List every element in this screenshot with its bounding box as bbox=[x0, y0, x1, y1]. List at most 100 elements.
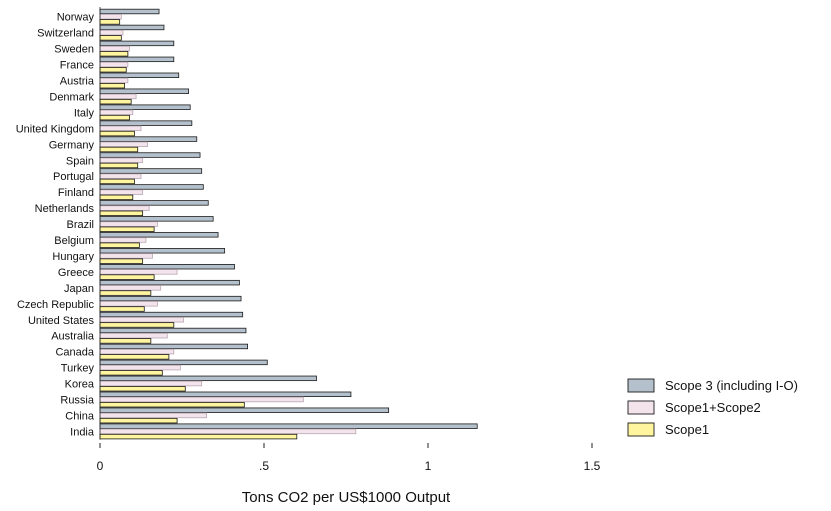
x-tick-label: .5 bbox=[259, 459, 269, 473]
bar-germany-series-1 bbox=[99, 136, 198, 142]
category-label: Austria bbox=[60, 76, 95, 88]
category-label: Hungary bbox=[52, 251, 94, 263]
bar-austria-series-3 bbox=[99, 83, 126, 89]
bar-united-states-series-1 bbox=[99, 311, 244, 318]
bar-canada-series-3 bbox=[99, 354, 170, 360]
category-label: China bbox=[65, 410, 95, 422]
bar-denmark-series-1 bbox=[99, 88, 189, 94]
bar-austria-series-2 bbox=[99, 77, 129, 84]
x-axis-ticks: 0 .5 1 1.5 bbox=[97, 443, 601, 473]
bar-china-series-2 bbox=[99, 412, 207, 419]
bar-sweden-series-2 bbox=[99, 45, 130, 52]
bar-spain-series-3 bbox=[99, 162, 139, 169]
bar-portugal-series-3 bbox=[99, 178, 135, 185]
category-label: Denmark bbox=[49, 91, 94, 103]
bar-netherlands-series-1 bbox=[99, 200, 209, 206]
bar-china-series-1 bbox=[99, 407, 390, 413]
legend-swatch bbox=[627, 400, 655, 415]
bar-germany-series-3 bbox=[99, 146, 139, 153]
category-label: India bbox=[70, 426, 95, 438]
bar-belgium-series-1 bbox=[99, 232, 219, 238]
bar-united-kingdom-series-2 bbox=[99, 125, 142, 132]
bar-brazil-series-3 bbox=[99, 226, 155, 232]
bar-netherlands-series-3 bbox=[99, 210, 144, 216]
category-label: Russia bbox=[60, 395, 95, 407]
bar-canada-series-2 bbox=[99, 348, 175, 355]
bar-turkey-series-3 bbox=[99, 370, 163, 376]
category-label: Finland bbox=[58, 187, 94, 199]
category-label: Brazil bbox=[66, 219, 94, 231]
bar-portugal-series-1 bbox=[99, 168, 203, 174]
bar-japan-series-2 bbox=[99, 285, 162, 291]
bar-india-series-3 bbox=[99, 433, 298, 440]
bar-turkey-series-2 bbox=[99, 364, 181, 371]
bar-brazil-series-2 bbox=[99, 221, 158, 227]
bar-united-kingdom-series-3 bbox=[99, 130, 135, 137]
category-label: Germany bbox=[49, 139, 95, 151]
legend-swatch bbox=[627, 422, 655, 437]
category-label: Australia bbox=[51, 331, 95, 343]
category-label: Greece bbox=[58, 267, 94, 279]
bar-austria-series-1 bbox=[99, 72, 180, 78]
bar-sweden-series-1 bbox=[99, 40, 175, 47]
category-label: France bbox=[60, 60, 94, 72]
category-label: Norway bbox=[57, 12, 95, 24]
category-label: Italy bbox=[74, 107, 95, 119]
bar-germany-series-2 bbox=[99, 141, 148, 147]
bar-hungary-series-3 bbox=[99, 258, 144, 264]
bar-spain-series-2 bbox=[99, 157, 144, 163]
bar-norway-series-1 bbox=[99, 8, 160, 15]
bar-india-series-1 bbox=[99, 423, 478, 429]
bar-australia-series-1 bbox=[99, 327, 247, 334]
bar-denmark-series-2 bbox=[99, 93, 137, 100]
bar-finland-series-2 bbox=[99, 189, 144, 195]
bar-japan-series-1 bbox=[99, 279, 240, 286]
bar-finland-series-3 bbox=[99, 194, 134, 201]
legend: Scope 3 (including I-O) Scope1+Scope2 Scop… bbox=[627, 378, 798, 437]
bar-france-series-3 bbox=[99, 67, 127, 73]
bar-belgium-series-2 bbox=[99, 237, 147, 243]
legend-label: Scope 3 (including I-O) bbox=[665, 378, 798, 393]
category-label: United Kingdom bbox=[16, 123, 94, 135]
legend-label: Scope1+Scope2 bbox=[665, 400, 761, 415]
bar-sweden-series-3 bbox=[99, 51, 129, 57]
bar-switzerland-series-2 bbox=[99, 29, 124, 36]
bar-belgium-series-3 bbox=[99, 242, 140, 248]
bar-italy-series-3 bbox=[99, 114, 130, 121]
bar-india-series-2 bbox=[99, 428, 357, 435]
bar-norway-series-2 bbox=[99, 13, 122, 20]
bar-czech-republic-series-1 bbox=[99, 295, 242, 302]
bar-china-series-3 bbox=[99, 417, 178, 424]
category-label: Belgium bbox=[54, 235, 94, 247]
legend-label: Scope1 bbox=[665, 422, 709, 437]
bar-norway-series-3 bbox=[99, 19, 121, 25]
bar-hungary-series-1 bbox=[99, 248, 226, 254]
bar-spain-series-1 bbox=[99, 152, 201, 158]
bar-korea-series-1 bbox=[99, 375, 317, 382]
bar-france-series-2 bbox=[99, 61, 129, 68]
bar-switzerland-series-1 bbox=[99, 24, 165, 31]
bar-russia-series-2 bbox=[99, 396, 304, 403]
bar-russia-series-1 bbox=[99, 391, 352, 397]
category-label: Spain bbox=[66, 155, 94, 167]
category-label: Sweden bbox=[54, 44, 94, 56]
bar-portugal-series-2 bbox=[99, 173, 142, 179]
category-label: Switzerland bbox=[37, 28, 94, 40]
bar-australia-series-3 bbox=[99, 338, 152, 344]
x-tick-label: 0 bbox=[97, 459, 104, 473]
category-label: Canada bbox=[55, 347, 94, 359]
bar-korea-series-3 bbox=[99, 386, 186, 392]
bar-canada-series-1 bbox=[99, 343, 249, 350]
bar-switzerland-series-3 bbox=[99, 35, 122, 41]
x-tick-label: 1.5 bbox=[584, 459, 601, 473]
x-axis-title: Tons CO2 per US$1000 Output bbox=[242, 489, 451, 506]
bar-italy-series-1 bbox=[99, 104, 191, 110]
category-label: Netherlands bbox=[35, 203, 95, 215]
category-label: Portugal bbox=[53, 171, 94, 183]
bar-greece-series-3 bbox=[99, 274, 155, 280]
bar-czech-republic-series-3 bbox=[99, 306, 145, 312]
bar-turkey-series-1 bbox=[99, 359, 268, 366]
x-tick-label: 1 bbox=[425, 459, 432, 473]
bar-denmark-series-3 bbox=[99, 98, 132, 105]
category-label: Korea bbox=[65, 379, 95, 391]
